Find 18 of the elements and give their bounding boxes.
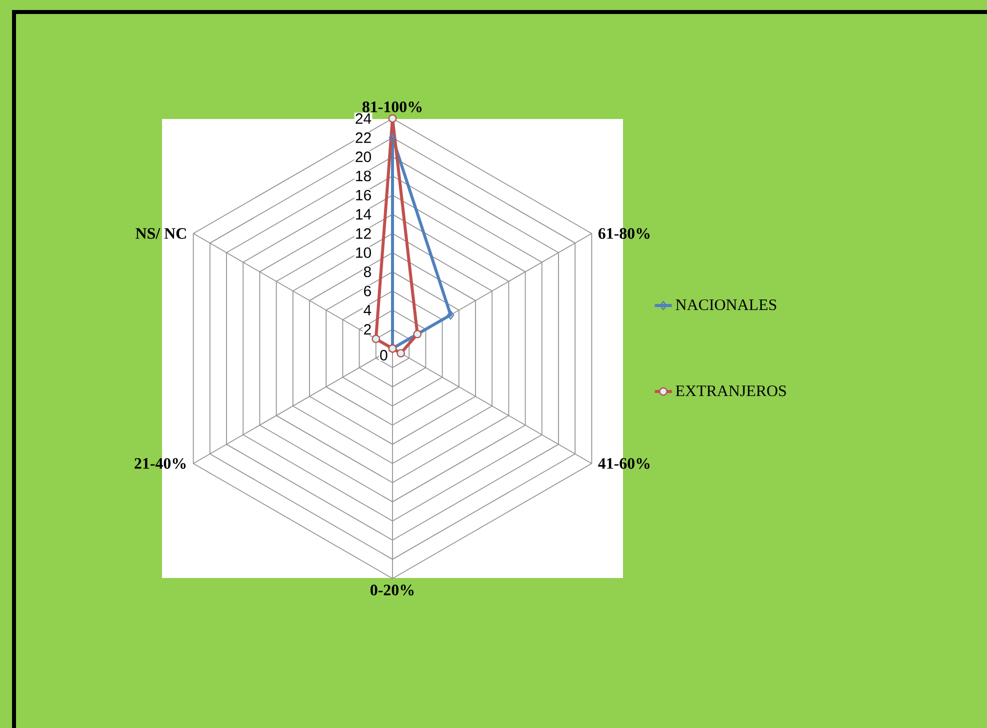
legend-label: NACIONALES	[676, 299, 776, 310]
y-tick-label: 22	[356, 132, 371, 143]
y-tick-label: 8	[364, 266, 371, 278]
y-tick-label: 2	[364, 324, 371, 335]
legend-label: EXTRANJEROS	[676, 385, 786, 396]
y-tick-label: 0	[380, 350, 388, 360]
y-tick-label: 6	[364, 286, 371, 296]
y-tick-label: 14	[356, 209, 372, 220]
y-tick-label: 12	[356, 228, 371, 239]
y-tick-label: 16	[356, 190, 371, 200]
y-tick-label: 10	[356, 247, 371, 258]
y-tick-label: 20	[356, 152, 371, 162]
spoke-label: 81-100%	[362, 101, 422, 112]
spoke-label: NS/ NC	[136, 228, 186, 239]
y-tick-label: 18	[356, 170, 371, 182]
y-tick-label: 4	[364, 305, 372, 316]
y-tick-label: 24	[356, 113, 372, 124]
spoke-label: 0-20%	[370, 584, 414, 596]
